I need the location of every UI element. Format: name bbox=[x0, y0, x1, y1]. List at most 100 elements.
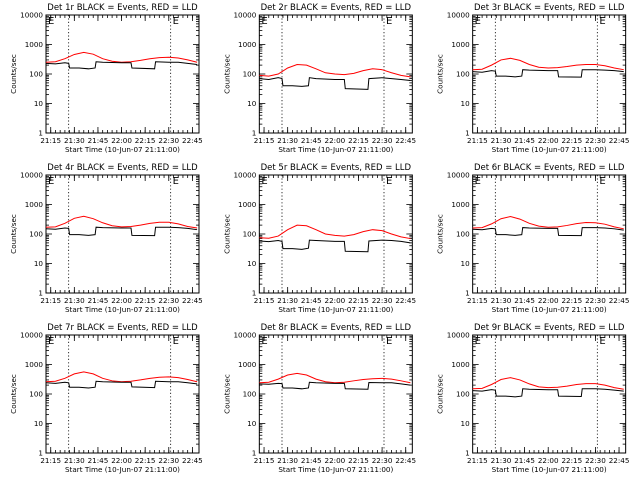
marker-label: E bbox=[173, 336, 179, 347]
x-tick-label: 22:00 bbox=[111, 296, 132, 305]
x-tick-label: 21:30 bbox=[277, 296, 298, 305]
y-tick-label: 10000 bbox=[233, 331, 256, 340]
panel-title: Det 9r BLACK = Events, RED = LLD bbox=[474, 323, 625, 333]
y-tick-label: 1 bbox=[38, 449, 43, 458]
events-series-line bbox=[259, 381, 411, 390]
y-tick-label: 10 bbox=[461, 259, 471, 268]
y-axis-label: Counts/sec bbox=[436, 54, 445, 94]
x-tick-label: 22:45 bbox=[182, 456, 203, 465]
x-tick-label: 21:30 bbox=[64, 456, 85, 465]
x-tick-label: 22:30 bbox=[158, 296, 179, 305]
y-tick-label: 100 bbox=[29, 230, 43, 239]
y-tick-label: 1000 bbox=[451, 200, 470, 209]
marker-label: E bbox=[475, 16, 481, 27]
x-tick-label: 21:30 bbox=[491, 296, 512, 305]
x-tick-label: 21:15 bbox=[254, 296, 275, 305]
y-tick-label: 10000 bbox=[233, 11, 256, 20]
events-series-line bbox=[45, 61, 198, 70]
x-tick-label: 21:15 bbox=[254, 136, 275, 145]
y-tick-label: 1 bbox=[465, 129, 470, 138]
x-tick-label: 22:45 bbox=[395, 456, 416, 465]
x-tick-label: 22:45 bbox=[609, 136, 630, 145]
x-tick-label: 22:00 bbox=[538, 136, 559, 145]
x-tick-label: 21:45 bbox=[301, 296, 322, 305]
x-tick-label: 21:30 bbox=[491, 456, 512, 465]
x-tick-label: 22:15 bbox=[135, 136, 156, 145]
y-axis-label: Counts/sec bbox=[222, 54, 231, 94]
x-axis-label: Start Time (10-Jun-07 21:11:00) bbox=[492, 145, 607, 154]
y-tick-label: 1 bbox=[252, 449, 257, 458]
x-tick-label: 22:45 bbox=[182, 136, 203, 145]
x-tick-label: 22:30 bbox=[158, 456, 179, 465]
x-tick-label: 22:15 bbox=[348, 456, 369, 465]
x-axis-label: Start Time (10-Jun-07 21:11:00) bbox=[65, 145, 180, 154]
x-tick-label: 22:45 bbox=[395, 136, 416, 145]
x-tick-label: 22:30 bbox=[372, 456, 393, 465]
events-series-line bbox=[472, 388, 624, 398]
x-tick-label: 21:15 bbox=[40, 136, 61, 145]
y-tick-label: 10 bbox=[247, 259, 257, 268]
marker-label: E bbox=[386, 16, 392, 27]
x-tick-label: 22:45 bbox=[609, 296, 630, 305]
panel-2: Det 2r BLACK = Events, RED = LLD 1 10 100 10… bbox=[222, 3, 416, 154]
x-tick-label: 21:30 bbox=[64, 296, 85, 305]
y-axis-label: Counts/sec bbox=[9, 374, 18, 414]
events-series-line bbox=[259, 239, 411, 253]
panel-title: Det 7r BLACK = Events, RED = LLD bbox=[47, 323, 198, 333]
marker-label: E bbox=[386, 176, 392, 187]
lld-series-line bbox=[259, 372, 411, 384]
marker-label: E bbox=[386, 336, 392, 347]
x-tick-label: 22:45 bbox=[395, 296, 416, 305]
lld-series-line bbox=[472, 216, 624, 230]
events-series-line bbox=[45, 380, 198, 389]
x-tick-label: 22:30 bbox=[372, 136, 393, 145]
y-tick-label: 1 bbox=[38, 289, 43, 298]
y-tick-label: 10 bbox=[247, 419, 257, 428]
marker-label: E bbox=[173, 176, 179, 187]
x-tick-label: 22:00 bbox=[538, 456, 559, 465]
panel-title: Det 6r BLACK = Events, RED = LLD bbox=[474, 163, 625, 173]
panel-title: Det 5r BLACK = Events, RED = LLD bbox=[261, 163, 412, 173]
y-tick-label: 1000 bbox=[238, 200, 257, 209]
x-tick-label: 21:45 bbox=[514, 456, 535, 465]
y-tick-label: 100 bbox=[29, 390, 43, 399]
x-tick-label: 21:30 bbox=[277, 456, 298, 465]
x-tick-label: 22:15 bbox=[561, 456, 582, 465]
y-tick-label: 100 bbox=[243, 70, 257, 79]
y-tick-label: 1000 bbox=[451, 360, 470, 369]
y-tick-label: 100 bbox=[456, 70, 470, 79]
x-tick-label: 21:45 bbox=[88, 136, 109, 145]
y-tick-label: 10000 bbox=[20, 171, 43, 180]
y-tick-label: 10 bbox=[34, 419, 44, 428]
marker-label: E bbox=[173, 16, 179, 27]
x-tick-label: 21:15 bbox=[467, 136, 488, 145]
events-series-line bbox=[472, 227, 624, 237]
y-tick-label: 100 bbox=[243, 230, 257, 239]
panel-8: Det 8r BLACK = Events, RED = LLD 1 10 100 10… bbox=[222, 323, 416, 474]
x-tick-label: 21:15 bbox=[254, 456, 275, 465]
x-tick-label: 22:00 bbox=[111, 456, 132, 465]
y-tick-label: 1 bbox=[465, 449, 470, 458]
y-tick-label: 10 bbox=[461, 99, 471, 108]
panel-title: Det 1r BLACK = Events, RED = LLD bbox=[47, 3, 198, 13]
events-series-line bbox=[45, 226, 198, 237]
x-tick-label: 21:45 bbox=[514, 136, 535, 145]
x-tick-label: 22:30 bbox=[585, 136, 606, 145]
x-tick-label: 22:15 bbox=[348, 136, 369, 145]
x-tick-label: 22:15 bbox=[135, 296, 156, 305]
y-tick-label: 100 bbox=[456, 230, 470, 239]
y-tick-label: 1 bbox=[252, 289, 257, 298]
panel-6: Det 6r BLACK = Events, RED = LLD 1 10 100 10… bbox=[436, 163, 630, 314]
y-tick-label: 1 bbox=[252, 129, 257, 138]
marker-label: E bbox=[599, 16, 605, 27]
x-tick-label: 22:00 bbox=[325, 136, 346, 145]
x-tick-label: 22:30 bbox=[158, 136, 179, 145]
x-tick-label: 22:15 bbox=[561, 136, 582, 145]
y-tick-label: 10000 bbox=[447, 331, 470, 340]
y-axis-label: Counts/sec bbox=[436, 374, 445, 414]
y-tick-label: 1000 bbox=[25, 40, 44, 49]
x-tick-label: 21:45 bbox=[88, 456, 109, 465]
y-axis-label: Counts/sec bbox=[222, 214, 231, 254]
x-tick-label: 21:45 bbox=[88, 296, 109, 305]
y-tick-label: 1000 bbox=[25, 360, 44, 369]
